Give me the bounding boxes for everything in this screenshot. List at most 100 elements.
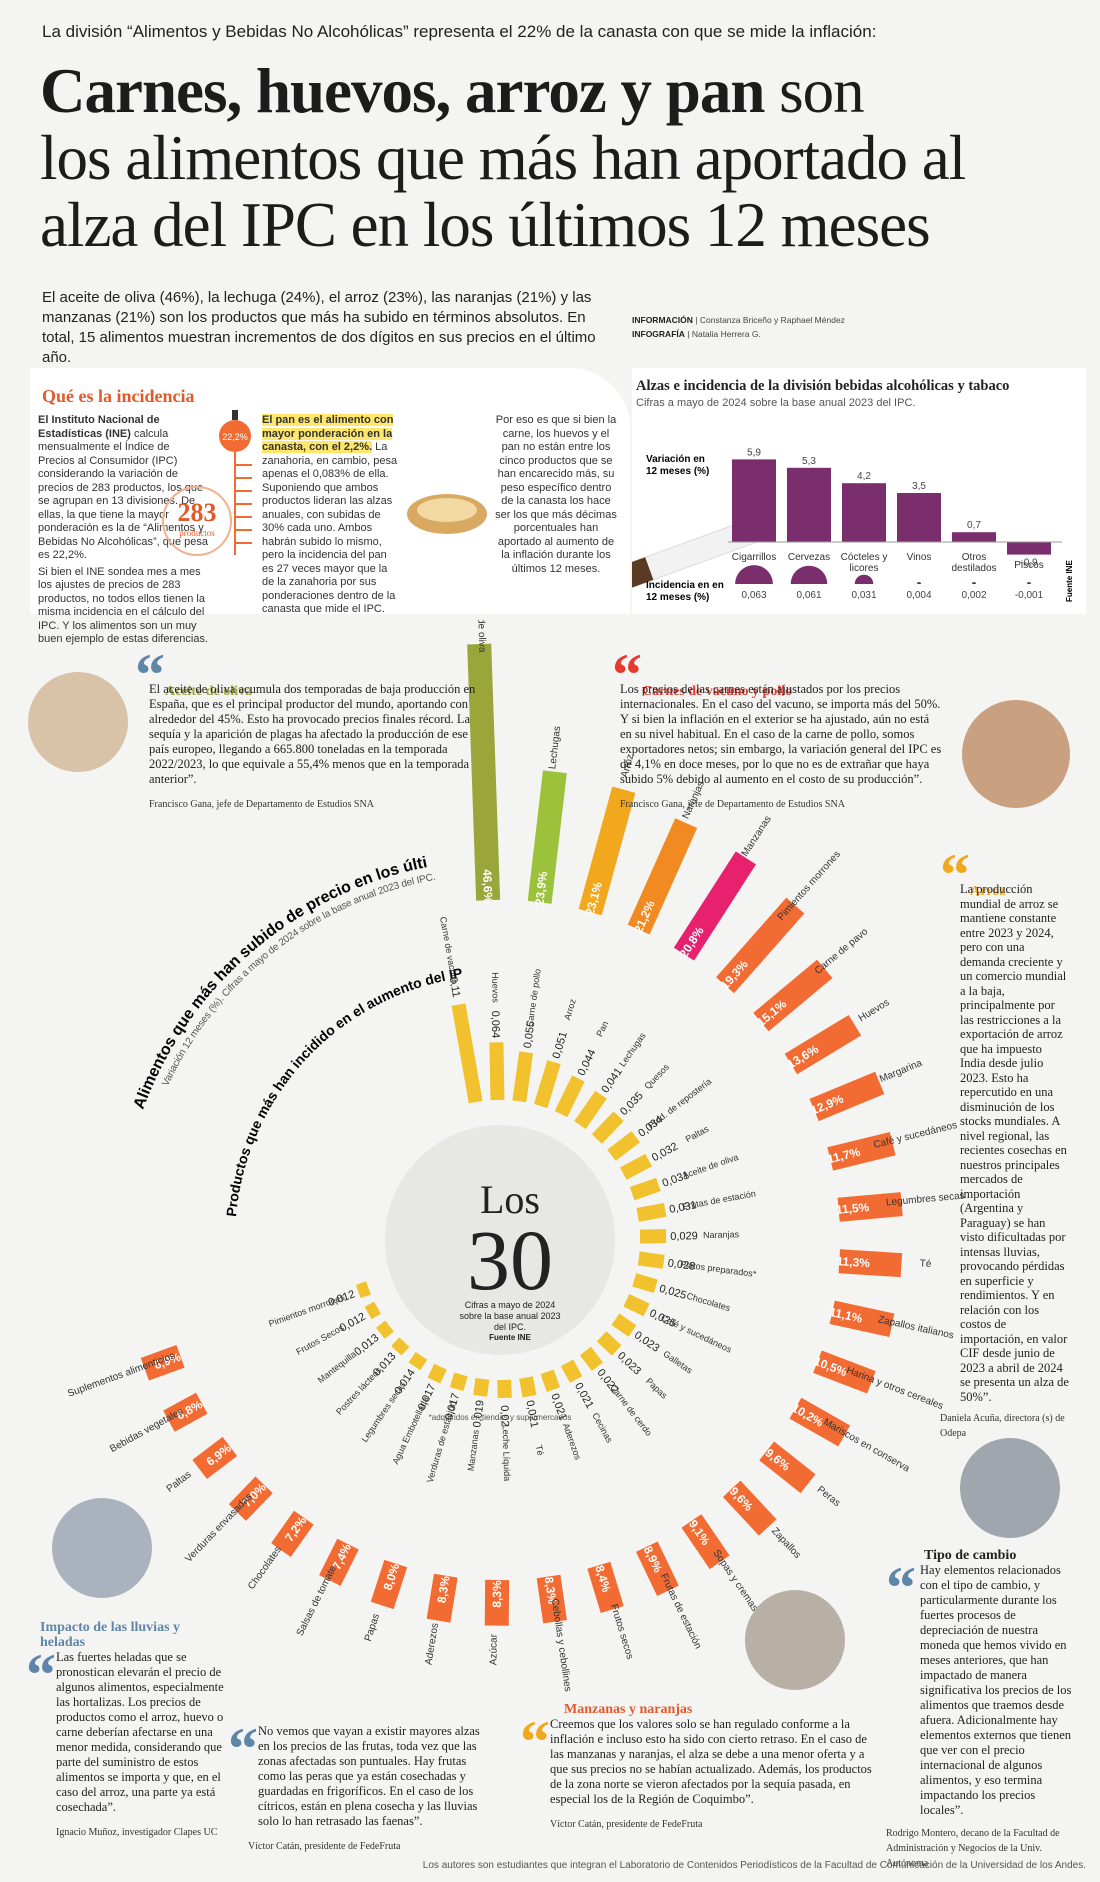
quote-icon: “	[228, 1716, 258, 1782]
kicker: La división “Alimentos y Bebidas No Alco…	[42, 22, 877, 41]
headline-rest: son	[779, 56, 865, 126]
inner-category-label: Papas	[644, 1376, 670, 1401]
inner-bar	[560, 1359, 583, 1383]
alcohol-bar	[787, 467, 831, 542]
alcohol-category-line: licores	[850, 563, 879, 574]
incidencia-p4: Por eso es que si bien la carne, los hue…	[495, 414, 617, 575]
outer-bar	[536, 1574, 567, 1624]
alcohol-ylabel: Variación en 12 meses (%)	[646, 454, 709, 477]
rodrigo-montero-photo	[960, 1438, 1060, 1538]
outer-bar	[784, 1015, 862, 1075]
outer-bar-value: 46,6%	[480, 869, 495, 904]
inner-bar-value: 0,031	[668, 1199, 697, 1216]
alcohol-category-label: Cigarrillos	[732, 552, 776, 563]
inner-category-label: Aceite de oliva	[681, 1152, 740, 1181]
alcohol-incidence-value: 0,002	[961, 590, 986, 601]
alcohol-bar	[732, 459, 776, 542]
alcohol-category-line: Vinos	[907, 552, 932, 563]
inner-category-label: Lechugas	[617, 1030, 648, 1068]
inner-bar	[408, 1351, 428, 1371]
quote-carnes-text: Los precios de las carnes están ajustado…	[620, 682, 942, 786]
inner-bar	[364, 1301, 381, 1320]
outer-bar	[627, 818, 698, 935]
alcohol-incidence-label-line: 12 meses (%)	[646, 592, 709, 603]
alcohol-bar-value: -0,9	[1020, 558, 1038, 569]
alcohol-chart: Variación en 12 meses (%)5,9Cigarrillos0,…	[632, 447, 1074, 603]
outer-category-label: Frutas de estación	[658, 1572, 703, 1651]
alcohol-category-line: Piscos	[1014, 560, 1043, 571]
inner-bar-value: 0,013	[352, 1332, 381, 1358]
outer-bar	[753, 959, 833, 1032]
outer-bar	[722, 1480, 777, 1536]
quote-aceite-text: El aceite de oliva acumula dos temporada…	[149, 682, 476, 786]
outer-bar-value: 8,3%	[434, 1575, 452, 1605]
inner-bar-value: 0,044	[576, 1048, 599, 1078]
pan-weight-graphic: 22,2%	[216, 410, 260, 560]
inner-category-label: Platos preparados*	[680, 1259, 758, 1279]
quote-lluvias-title: Impacto de las lluvias y heladas	[40, 1620, 181, 1650]
headline-line3: alza del IPC en los últimos 12 meses	[40, 190, 931, 260]
inner-category-label: Huevos	[490, 972, 501, 1003]
quote-lluvias-author: Ignacio Muñoz, investigador Clapes UC	[56, 1827, 218, 1838]
inner-bar-value: 0,064	[489, 1011, 501, 1039]
alcohol-ylabel-line: Variación en	[646, 454, 705, 465]
outer-category-label: Frutos secos	[608, 1603, 635, 1661]
quote-arroz-title: Arroz	[970, 884, 1006, 899]
alcohol-bar	[952, 532, 996, 542]
alcohol-incidence-mark	[854, 574, 874, 584]
credits-infog: Natalia Herrera G.	[691, 329, 761, 339]
inner-category-label: Quesos	[642, 1061, 671, 1091]
inner-bar-value: 0,029	[670, 1230, 698, 1243]
inner-category-label: Arroz	[562, 997, 578, 1021]
inner-bar-value: 0,02	[498, 1405, 511, 1427]
outer-bar	[681, 1514, 730, 1570]
credits: INFORMACIÓN | Constanza Briceño y Raphae…	[632, 315, 845, 339]
alcohol-source: Fuente INE	[1065, 560, 1074, 602]
intro-paragraph: El aceite de oliva (46%), la lechuga (24…	[42, 289, 596, 366]
outer-bar	[467, 643, 501, 901]
inner-category-label: Leche Líquida	[501, 1424, 513, 1481]
outer-category-label: Chocolates	[246, 1545, 284, 1592]
inner-bar	[451, 1003, 483, 1104]
outer-category-label: Cebollas y cebollines	[549, 1598, 573, 1693]
outer-category-label: Peras	[815, 1484, 842, 1509]
quote-aceite-author: Francisco Gana, jefe de Departamento de …	[149, 799, 374, 810]
francisco-gana-photo	[28, 672, 128, 772]
alcohol-category-line: Cervezas	[788, 552, 830, 563]
inner-bar	[497, 1379, 512, 1399]
outer-bar	[587, 1561, 624, 1614]
quote-manzanas-author: Víctor Catán, presidente de FedeFruta	[550, 1819, 703, 1830]
incidencia-p2: Si bien el INE sondea mes a mes los ajus…	[38, 565, 208, 646]
daniela-acuna-photo	[962, 700, 1070, 808]
outer-category-label: Carne de pavo	[813, 926, 871, 977]
outer-category-label: Paltas	[165, 1469, 194, 1495]
outer-bar	[527, 770, 567, 904]
outer-category-label: Té	[919, 1258, 932, 1270]
alcohol-category-line: destilados	[951, 563, 996, 574]
outer-bar	[716, 897, 805, 994]
alcohol-ylabel-line: 12 meses (%)	[646, 466, 709, 477]
inner-bar	[473, 1378, 490, 1397]
center-los: Los	[480, 1177, 540, 1222]
quote-icon: “	[135, 642, 165, 708]
outer-bar	[829, 1300, 895, 1337]
quote-icon: “	[612, 642, 642, 708]
outer-category-label: Zapallos	[769, 1526, 803, 1561]
inner-bar	[596, 1331, 622, 1356]
inner-bar-value: 0,032	[650, 1141, 680, 1165]
inner-bar-value: 0,035	[618, 1090, 646, 1118]
outer-bar	[636, 1541, 679, 1596]
outer-bar-value: 11,1%	[828, 1305, 864, 1326]
inner-bar	[554, 1075, 585, 1118]
inner-bar	[489, 1042, 505, 1101]
outer-bar	[827, 1131, 896, 1171]
footer-note: Los autores son estudiantes que integran…	[0, 1860, 1100, 1882]
inner-bar-value: 0,021	[523, 1399, 540, 1428]
quote-frutas: “No vemos que vayan a existir mayores al…	[228, 1716, 488, 1854]
alcohol-bar-value: 5,9	[747, 447, 761, 458]
headline-bold: Carnes, huevos, arroz y pan	[40, 56, 765, 126]
incidencia-panel: Qué es la incidencia El Instituto Nacion…	[30, 368, 630, 645]
inner-bar-value: 0,025	[658, 1283, 688, 1302]
inner-bar-value: 0,11	[447, 976, 462, 998]
pct-label: 22,2%	[222, 432, 248, 442]
